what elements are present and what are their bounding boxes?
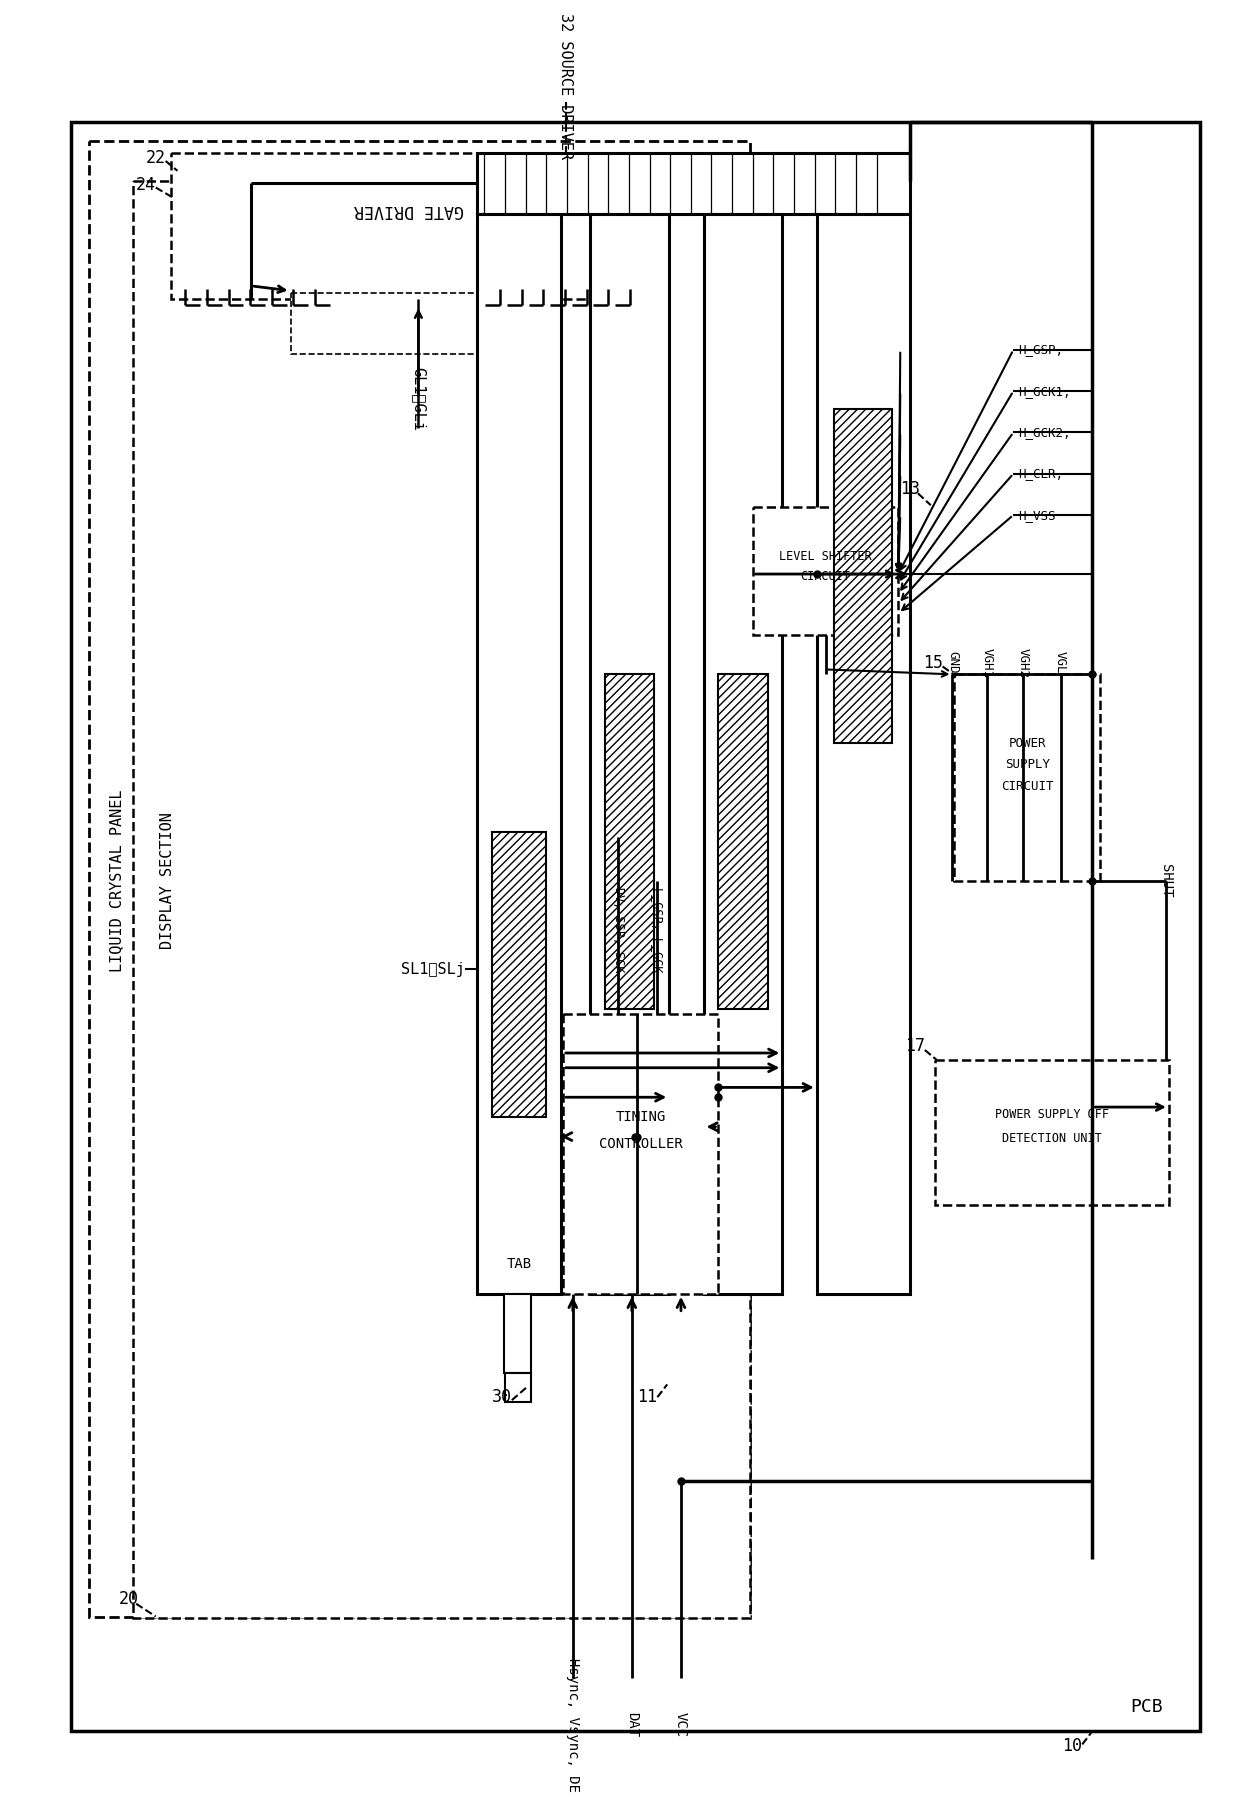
Text: POWER: POWER (1008, 736, 1045, 749)
Text: 20: 20 (118, 1590, 139, 1608)
Bar (171, 154, 642, 298)
Bar (718, 675, 768, 1009)
Bar (563, 1013, 718, 1293)
Text: H_VSS: H_VSS (1018, 508, 1055, 521)
Text: VGH1: VGH1 (981, 648, 993, 678)
Text: H_GCK2,: H_GCK2, (1018, 425, 1071, 440)
Text: H_CLR,: H_CLR, (1018, 467, 1064, 479)
Text: 32 SOURCE DRIVER: 32 SOURCE DRIVER (558, 13, 573, 159)
Text: TAB: TAB (506, 1257, 531, 1272)
Text: DISPLAY SECTION: DISPLAY SECTION (160, 812, 175, 950)
Bar (89, 141, 750, 1617)
Text: SL1～SLj: SL1～SLj (401, 962, 465, 977)
Text: CIRCUIT: CIRCUIT (801, 570, 851, 582)
Text: GATE DRIVER: GATE DRIVER (353, 201, 464, 219)
Text: H_GSP,: H_GSP, (1018, 344, 1064, 356)
Bar (935, 1060, 1169, 1205)
Text: DETECTION UNIT: DETECTION UNIT (1002, 1132, 1101, 1145)
Text: SUPPLY: SUPPLY (1004, 758, 1049, 771)
Text: DAT: DAT (625, 1711, 639, 1737)
Bar (505, 1373, 531, 1402)
Text: 10: 10 (1063, 1737, 1083, 1755)
Bar (817, 213, 910, 1293)
Text: CONTROLLER: CONTROLLER (599, 1138, 682, 1152)
Text: PCB: PCB (1130, 1699, 1162, 1717)
Text: POWER SUPPLY OFF: POWER SUPPLY OFF (994, 1109, 1109, 1122)
Text: 15: 15 (923, 653, 942, 671)
Bar (753, 507, 898, 635)
Bar (290, 293, 502, 355)
Text: LEVEL SHIFTER: LEVEL SHIFTER (779, 550, 872, 563)
Bar (133, 181, 750, 1619)
Bar (477, 154, 910, 213)
Bar (835, 409, 893, 743)
Text: 22: 22 (146, 148, 166, 166)
Text: GL1～GLi: GL1～GLi (410, 367, 425, 431)
Bar (605, 675, 655, 1009)
Text: H_GCK1,: H_GCK1, (1018, 385, 1071, 398)
Text: 11: 11 (637, 1388, 657, 1406)
Text: 17: 17 (905, 1037, 925, 1055)
Bar (477, 213, 560, 1293)
Text: LIQUID CRYSTAL PANEL: LIQUID CRYSTAL PANEL (109, 791, 124, 971)
Bar (492, 832, 547, 1116)
Text: 13: 13 (900, 481, 920, 499)
Text: 30: 30 (492, 1388, 512, 1406)
Text: GND: GND (946, 651, 959, 673)
Text: TIMING: TIMING (615, 1111, 666, 1123)
Text: 24: 24 (136, 175, 156, 194)
Text: VGL: VGL (1054, 651, 1068, 673)
Bar (955, 675, 1100, 881)
Text: Hsync, Vsync, DE: Hsync, Vsync, DE (565, 1657, 580, 1791)
Bar (703, 213, 782, 1293)
Bar (590, 213, 670, 1293)
Text: L_GSP, L_GCK: L_GSP, L_GCK (651, 886, 663, 973)
Text: VGH2: VGH2 (1017, 648, 1029, 678)
Text: DV, SSP, SCK: DV, SSP, SCK (611, 886, 625, 973)
Text: SHUT: SHUT (1159, 865, 1173, 897)
Bar (503, 1293, 532, 1373)
Text: VCC: VCC (675, 1711, 688, 1737)
Text: CIRCUIT: CIRCUIT (1001, 780, 1054, 792)
